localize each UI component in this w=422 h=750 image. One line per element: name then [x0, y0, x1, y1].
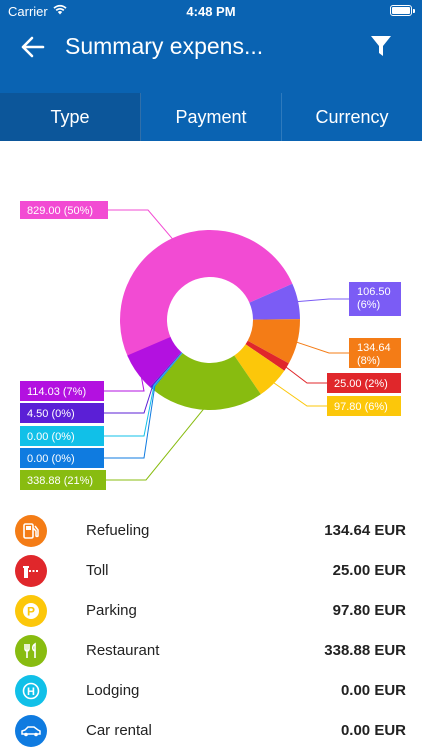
donut-slice[interactable] — [151, 352, 183, 390]
parking-glyph: P — [27, 604, 35, 618]
slice-label-box — [20, 381, 104, 401]
category-amount: 0.00 EUR — [340, 682, 406, 699]
lodging-glyph: H — [27, 686, 35, 698]
tab-label: Payment — [175, 106, 247, 127]
wifi-icon — [53, 4, 67, 15]
donut-slice[interactable] — [152, 353, 261, 410]
category-list: Refueling 134.64 EUR Toll 25.00 EUR P Pa… — [0, 510, 422, 750]
slice-label-box — [349, 282, 401, 316]
list-item-parking[interactable]: P Parking 97.80 EUR — [0, 590, 422, 630]
category-amount: 338.88 EUR — [324, 642, 406, 659]
donut-slice[interactable] — [119, 229, 293, 358]
tab-bar: Type Payment Currency — [0, 93, 422, 141]
slice-label: 4.50 (0%) — [27, 408, 75, 420]
list-item-toll[interactable]: Toll 25.00 EUR — [0, 550, 422, 590]
donut-slice[interactable] — [151, 352, 183, 389]
filter-button[interactable] — [370, 34, 392, 58]
category-name: Restaurant — [86, 642, 160, 659]
slice-label: 338.88 (21%) — [27, 475, 93, 487]
fuel-pump-icon — [15, 515, 47, 547]
slice-label: 134.64 (8%) — [357, 342, 391, 367]
slice-label: 25.00 (2%) — [334, 378, 388, 390]
slice-label-box — [327, 373, 401, 393]
donut-slice[interactable] — [149, 352, 182, 388]
category-amount: 25.00 EUR — [332, 562, 406, 579]
slice-label: 0.00 (0%) — [27, 431, 75, 443]
nav-bar: Summary expens... — [0, 22, 422, 72]
page-title: Summary expens... — [65, 33, 264, 59]
leader-line — [104, 384, 154, 414]
slice-label-box — [20, 470, 106, 490]
category-name: Toll — [86, 562, 109, 579]
hotel-icon: H — [15, 675, 47, 707]
battery-icon — [390, 5, 415, 16]
donut-slice[interactable] — [247, 319, 300, 364]
slice-label-box — [327, 396, 401, 416]
list-item-restaurant[interactable]: Restaurant 338.88 EUR — [0, 630, 422, 670]
list-item-refueling[interactable]: Refueling 134.64 EUR — [0, 510, 422, 550]
tab-label: Type — [50, 106, 90, 127]
category-amount: 134.64 EUR — [324, 522, 406, 539]
category-name: Parking — [86, 602, 137, 619]
car-icon — [15, 715, 47, 747]
fork-knife-icon — [15, 635, 47, 667]
leader-line — [293, 340, 349, 354]
carrier-label: Carrier — [8, 4, 48, 19]
leader-line — [106, 405, 207, 481]
list-item-lodging[interactable]: H Lodging 0.00 EUR — [0, 670, 422, 710]
clock: 4:48 PM — [186, 4, 236, 19]
slice-label: 97.80 (6%) — [334, 401, 388, 413]
leader-line — [104, 385, 156, 459]
slice-label-box — [20, 403, 104, 423]
donut-slice[interactable] — [245, 340, 289, 371]
back-button[interactable] — [18, 32, 48, 62]
slice-label: 0.00 (0%) — [27, 453, 75, 465]
toll-barrier-icon — [15, 555, 47, 587]
category-amount: 97.80 EUR — [332, 602, 406, 619]
category-name: Refueling — [86, 522, 150, 539]
header: Carrier 4:48 PM Summary expens... Type P… — [0, 0, 422, 141]
donut-slice[interactable] — [249, 283, 300, 320]
tab-type[interactable]: Type — [0, 93, 141, 141]
slice-label: 106.50 (6%) — [357, 286, 391, 311]
leader-line — [108, 209, 176, 242]
category-amount: 0.00 EUR — [340, 722, 406, 739]
slice-label: 829.00 (50%) — [27, 205, 93, 217]
leader-line — [294, 298, 349, 303]
slice-label-box — [20, 201, 108, 219]
slice-label-box — [20, 426, 104, 446]
leader-line — [270, 380, 327, 407]
list-item-car-rental[interactable]: Car rental 0.00 EUR — [0, 710, 422, 750]
parking-icon: P — [15, 595, 47, 627]
donut-chart: 829.00 (50%) 106.50 (6%) 134.64 (8%) 25.00 (2… — [20, 201, 401, 490]
category-name: Car rental — [86, 722, 152, 739]
category-name: Lodging — [86, 682, 140, 699]
tab-label: Currency — [315, 106, 389, 127]
leader-line — [104, 385, 155, 437]
tab-currency[interactable]: Currency — [282, 93, 422, 141]
leader-line — [104, 370, 145, 392]
slice-label: 114.03 (7%) — [27, 386, 86, 398]
tab-payment[interactable]: Payment — [141, 93, 282, 141]
slice-label-box — [349, 338, 401, 368]
slice-label-box — [20, 448, 104, 468]
leader-line — [282, 364, 327, 384]
status-bar: Carrier 4:48 PM — [0, 0, 422, 22]
